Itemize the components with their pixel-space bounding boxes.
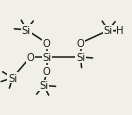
Text: Si: Si (8, 73, 17, 83)
Text: Si: Si (42, 53, 51, 62)
Text: Si: Si (76, 53, 85, 62)
Text: Si: Si (22, 26, 31, 35)
Text: O: O (77, 39, 84, 49)
Text: Si: Si (39, 81, 48, 91)
Text: O: O (43, 66, 51, 76)
Text: H: H (116, 26, 124, 36)
Text: O: O (43, 39, 51, 49)
Text: O: O (27, 53, 34, 62)
Text: Si: Si (104, 26, 113, 36)
